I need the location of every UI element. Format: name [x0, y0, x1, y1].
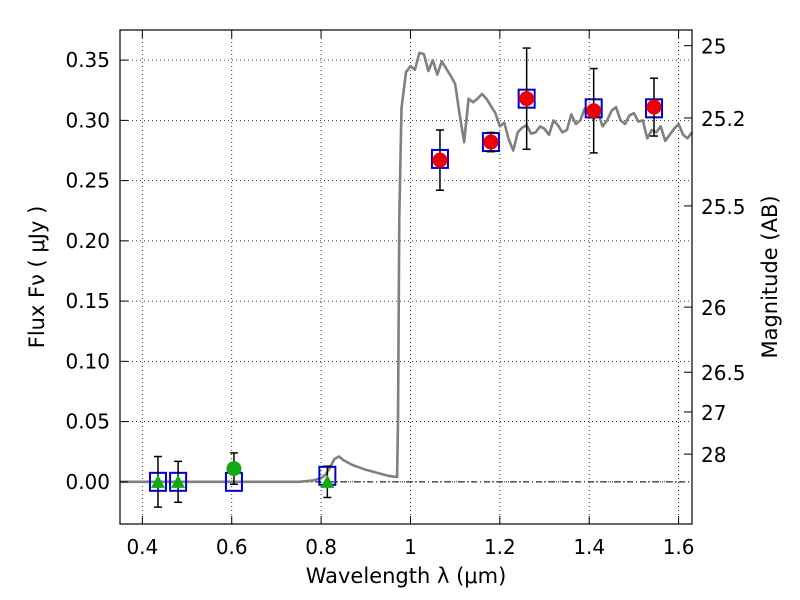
x-tick-label: 0.8	[305, 535, 337, 559]
y2-tick-label: 25.5	[701, 195, 746, 219]
upper-limit-triangle	[320, 474, 335, 488]
y-tick-label: 0.15	[65, 289, 110, 313]
y-tick-label: 0.10	[65, 349, 110, 373]
x-tick-label: 1.4	[573, 535, 605, 559]
y-tick-label: 0.35	[65, 48, 110, 72]
flux-point	[646, 99, 662, 115]
upper-limit-triangle	[171, 474, 186, 488]
y2-tick-label: 25.2	[701, 107, 746, 131]
marker-layer	[148, 47, 664, 508]
model-sed-line	[120, 51, 694, 484]
x-tick-label: 1.6	[663, 535, 695, 559]
ticks: 0.4 0.6 0.8 1 1.2 1.4 1.6 0.00 0.05 0.10 0.15 0.20 0…	[65, 30, 746, 559]
grid	[120, 30, 692, 524]
x-tick-label: 1.2	[484, 535, 516, 559]
x-tick-label: 1	[404, 535, 417, 559]
y2-tick-label: 25	[701, 35, 726, 59]
x-axis-label: Wavelength λ (μm)	[306, 564, 507, 588]
flux-point	[519, 91, 535, 107]
plot-frame	[119, 29, 693, 525]
flux-point	[483, 134, 499, 150]
y2-tick-label: 26	[701, 296, 726, 320]
y2-tick-label: 26.5	[701, 361, 746, 385]
upper-limit-triangle	[150, 474, 165, 488]
x-tick-label: 0.6	[216, 535, 248, 559]
flux-point	[586, 103, 602, 119]
y-tick-label: 0.20	[65, 229, 110, 253]
model-curve-layer	[120, 51, 694, 484]
y2-tick-label: 27	[701, 401, 726, 425]
flux-point	[432, 152, 448, 168]
y-axis-label: Flux Fν ( μJy )	[25, 206, 49, 349]
x-tick-label: 0.4	[126, 535, 158, 559]
y2-tick-label: 28	[701, 443, 726, 467]
y-tick-label: 0.05	[65, 410, 110, 434]
y-tick-label: 0.30	[65, 108, 110, 132]
y-tick-label: 0.25	[65, 169, 110, 193]
y2-axis-label: Magnitude (AB)	[758, 195, 782, 358]
y-tick-label: 0.00	[65, 470, 110, 494]
flux-point	[226, 461, 242, 477]
